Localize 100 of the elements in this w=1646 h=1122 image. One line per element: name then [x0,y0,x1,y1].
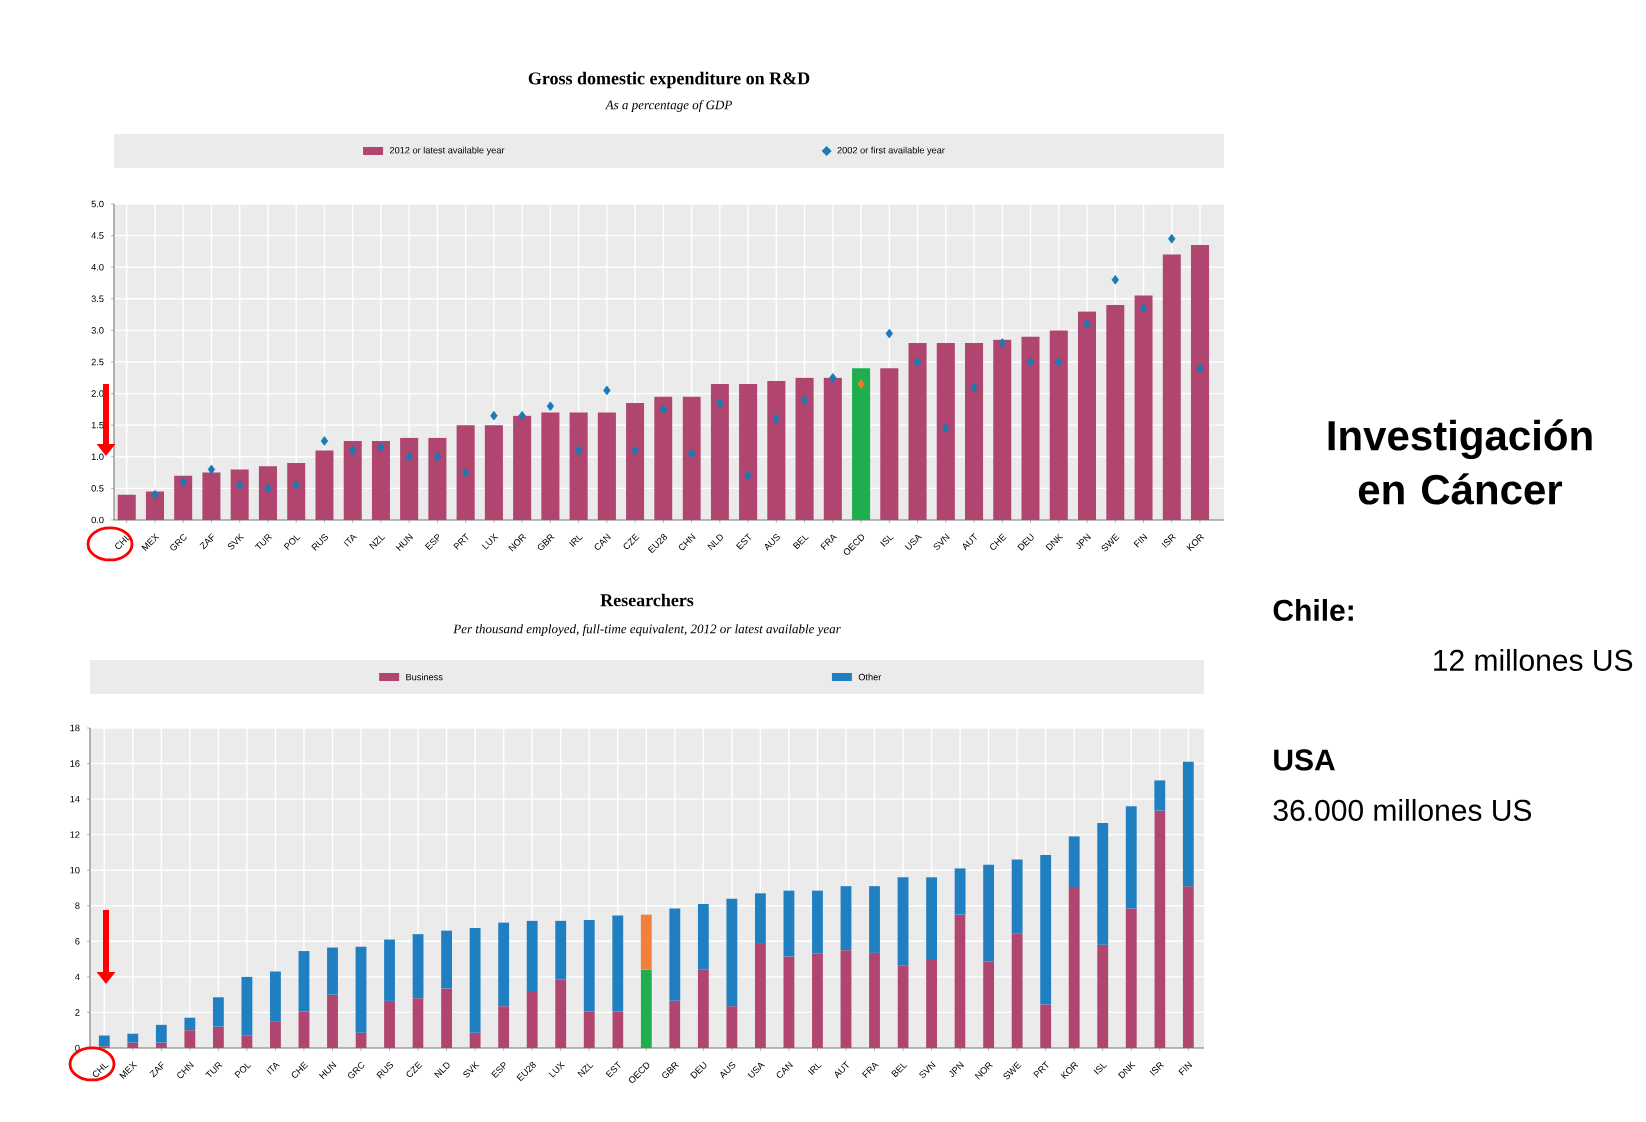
bar [739,384,758,520]
bar [428,437,447,520]
point [1139,303,1148,314]
point [1196,363,1204,374]
bar [412,998,424,1048]
point [942,423,950,434]
bar [127,1042,139,1048]
bar [456,425,475,520]
point [546,401,555,412]
bar [327,947,338,995]
point [207,464,216,475]
bar [823,377,842,520]
point [998,338,1006,348]
bar [258,466,277,520]
bar [1011,933,1023,1048]
point [490,410,498,421]
bar [983,864,995,962]
bar [1077,311,1097,520]
bar [869,886,880,953]
bar [230,469,249,520]
bar [583,919,595,1012]
bar [469,927,481,1033]
point [264,483,272,494]
bar [983,961,995,1048]
bar [202,472,221,520]
bar [241,976,253,1036]
bar [184,1017,196,1031]
bar [783,956,795,1048]
bar [513,415,532,520]
bar [287,463,306,520]
point [1168,233,1176,244]
bar [569,412,588,520]
bar [754,943,766,1048]
point [829,372,837,383]
text: 12 millones US [1434,648,1633,671]
bar [541,412,560,520]
point [292,480,300,491]
bar [212,1026,224,1048]
bar [355,946,367,1033]
bar [343,440,362,520]
bar [612,915,624,1012]
bar [327,994,338,1048]
chart-title: Researchers [600,593,694,607]
bar [812,953,823,1048]
bar [441,988,453,1048]
bar [897,877,909,966]
bar [270,1021,281,1048]
text: 36.000 millones US [1273,798,1532,821]
bar [795,377,814,520]
bar [697,969,709,1048]
bar [812,890,823,954]
bar [726,898,738,1007]
point [518,410,526,421]
point [1055,357,1063,367]
point [716,398,724,408]
point [461,467,470,478]
bar [869,952,880,1048]
bar [669,1000,681,1048]
point [631,445,639,456]
bar [1182,761,1194,887]
bar [954,868,966,915]
bar [526,991,538,1048]
bar [852,368,871,520]
bar [640,969,652,1048]
bar [241,1035,253,1048]
bar [1154,780,1166,811]
point [1111,275,1119,285]
bar [298,951,310,1012]
bar [710,384,729,520]
bar [754,893,766,944]
bar [155,1024,167,1043]
bar [965,343,984,520]
bar [697,903,709,970]
point [348,445,357,456]
bar [400,437,419,520]
bar [640,914,652,970]
point [433,451,442,462]
bar [682,396,701,520]
bar [484,425,503,520]
bar [597,412,616,520]
bar [1106,305,1125,520]
bar [926,959,937,1048]
bar [371,440,390,520]
bar [1125,908,1137,1048]
point [1026,357,1035,367]
bar [127,1033,139,1043]
bar [1125,806,1137,909]
point [603,385,611,396]
point [744,470,752,481]
bar [555,920,567,980]
bar [908,343,927,520]
bar [936,343,955,520]
point [151,489,159,500]
text: USA [1274,749,1335,771]
bar [412,934,424,999]
point [1083,319,1091,329]
bar [184,1030,196,1048]
bar [1040,1004,1052,1048]
bar [840,886,852,951]
point [236,480,244,491]
